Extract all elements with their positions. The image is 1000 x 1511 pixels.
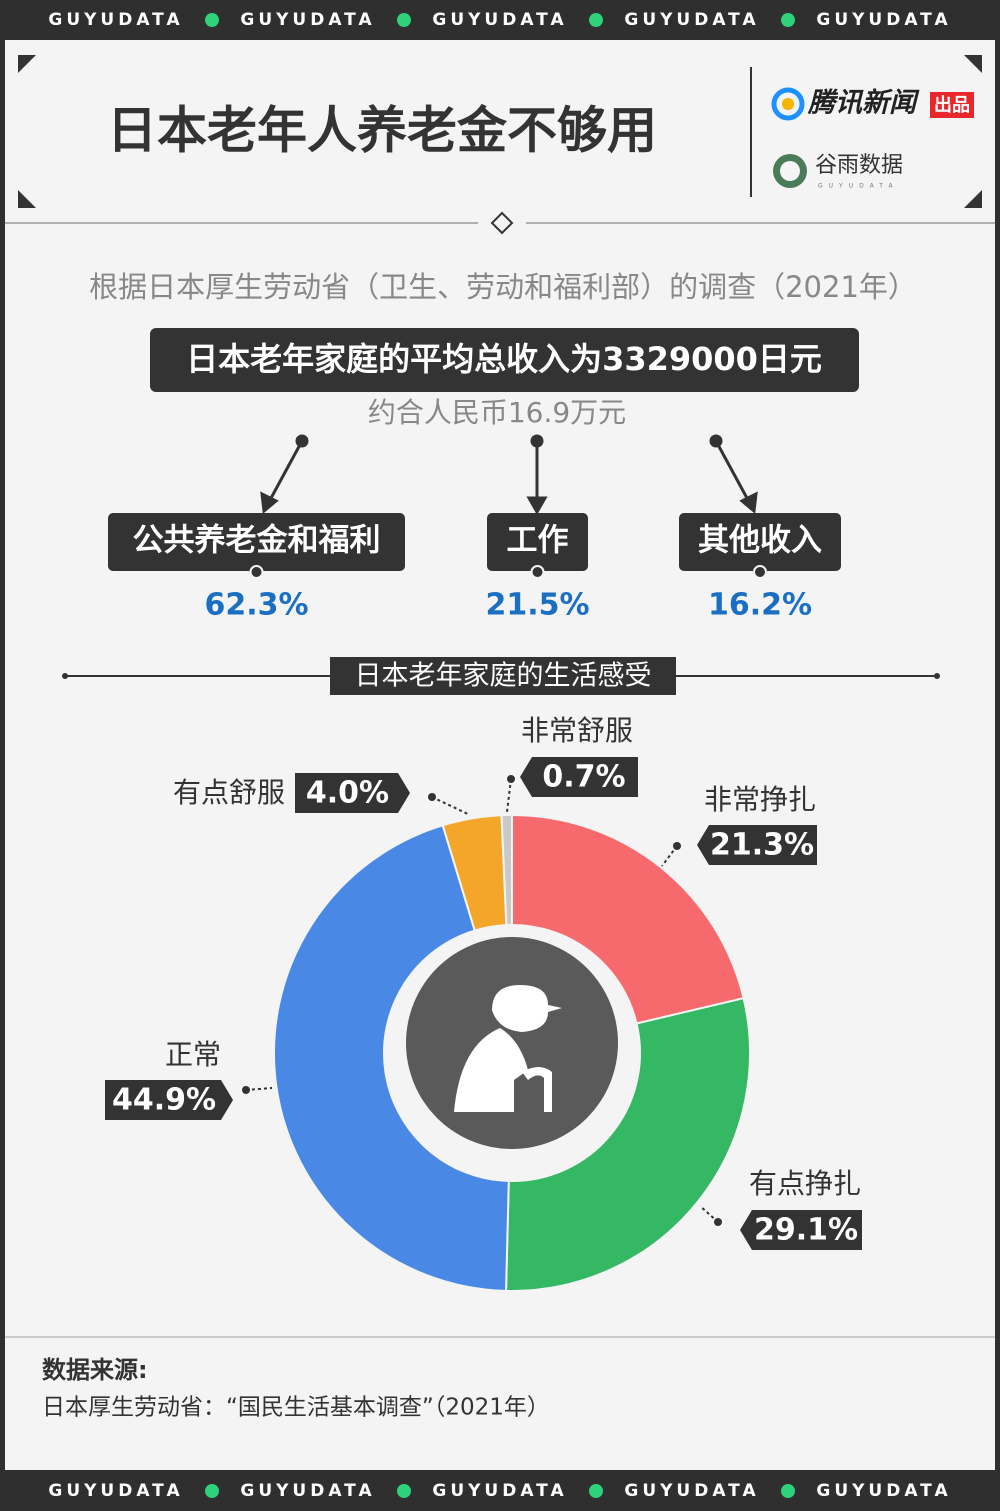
- arrow-head: [739, 491, 758, 514]
- income-label: 工作: [507, 523, 569, 559]
- banner-dot: [205, 1484, 219, 1498]
- corner: [964, 55, 982, 73]
- leader-line: [699, 1205, 719, 1223]
- category-label: 非常挣扎: [704, 783, 816, 816]
- income-dot: [249, 565, 264, 579]
- section-dot: [934, 673, 940, 679]
- brand-tag-bg: [930, 92, 974, 118]
- brand: 腾讯新闻: [807, 88, 920, 119]
- banner-text: GUYUDATA: [240, 10, 375, 30]
- elder-icon: [454, 985, 562, 1112]
- corner: [18, 190, 36, 208]
- income-share: 62.3%: [204, 588, 308, 623]
- banner-text: GUYUDATA: [240, 1481, 375, 1501]
- source-label: 数据来源:: [42, 1356, 148, 1384]
- partner-sub: GUYUDATA: [818, 183, 899, 190]
- banner-text: GUYUDATA: [624, 10, 759, 30]
- brand-tag: 出品: [934, 94, 970, 116]
- income-dot: [753, 565, 767, 579]
- donut: 21.3% 非常挣扎 29.1% 有点挣扎 44.9% 正常 4.0% 有点舒服 0.7% 非常舒…: [105, 714, 862, 1292]
- brand-logo: [771, 87, 805, 121]
- leader-line: [431, 796, 471, 816]
- income-share: 16.2%: [708, 588, 812, 623]
- value-label: 0.7%: [542, 760, 625, 795]
- banner-dot: [205, 13, 219, 27]
- value-label: 4.0%: [306, 776, 389, 811]
- banner-text: GUYUDATA: [432, 1481, 567, 1501]
- subtitle: 根据日本厚生劳动省（卫生、劳动和福利部）的调查（2021年）: [89, 270, 917, 304]
- donut-slice: [504, 996, 751, 1292]
- headline-box: [150, 328, 859, 392]
- income-box: [108, 513, 405, 571]
- banner-dot: [589, 13, 603, 27]
- banner-text: GUYUDATA: [816, 1481, 951, 1501]
- donut-slice: [273, 824, 510, 1292]
- category-label: 有点舒服: [173, 776, 285, 809]
- banner-text: GUYUDATA: [48, 10, 183, 30]
- divider-diamond: [490, 211, 514, 235]
- banner-dot: [397, 13, 411, 27]
- income-box: [487, 513, 588, 571]
- income-box: [679, 513, 841, 571]
- banner-text: GUYUDATA: [48, 1481, 183, 1501]
- corner: [964, 190, 982, 208]
- arrow: [268, 440, 304, 501]
- partner-logo: [780, 161, 800, 181]
- income-label: 其他收入: [698, 523, 822, 559]
- arrow-head: [260, 491, 279, 514]
- category-label: 非常舒服: [521, 714, 633, 747]
- brand-logo: [782, 98, 794, 110]
- income-label: 公共养老金和福利: [133, 523, 381, 559]
- value-label: 44.9%: [112, 1083, 216, 1118]
- section-box: [330, 657, 676, 695]
- icon-body: [454, 1028, 528, 1112]
- title: 日本老年人养老金不够用: [107, 102, 657, 160]
- value-label-box: [520, 757, 638, 797]
- income-items: 公共养老金和福利 62.3% 工作 21.5% 其他收入 16.2%: [108, 513, 841, 623]
- income-share: 21.5%: [485, 588, 589, 623]
- value-label-box: [697, 825, 817, 865]
- leader-line: [245, 1087, 273, 1091]
- category-label: 正常: [165, 1038, 221, 1071]
- chart-title: 日本老年家庭的生活感受: [355, 661, 652, 692]
- arrows: [260, 434, 758, 516]
- value-label: 21.3%: [710, 828, 814, 863]
- corner: [18, 55, 36, 73]
- banner-dot: [781, 13, 795, 27]
- banners: GUYUDATA GUYUDATA GUYUDATA GUYUDATA GUYUDATA…: [48, 10, 951, 1501]
- donut-slice: [511, 813, 745, 1025]
- icon-head: [492, 985, 562, 1032]
- partner: 谷雨数据: [815, 153, 903, 178]
- arrow-head: [526, 496, 548, 516]
- arrow: [714, 440, 750, 501]
- banner-dot: [397, 1484, 411, 1498]
- value-label: 29.1%: [754, 1213, 858, 1248]
- banner-text: GUYUDATA: [624, 1481, 759, 1501]
- category-label: 有点挣扎: [749, 1167, 861, 1200]
- value-label-box: [105, 1080, 233, 1120]
- banner-text: GUYUDATA: [432, 10, 567, 30]
- note: 约合人民币16.9万元: [368, 396, 626, 429]
- icon-cane: [522, 1067, 552, 1112]
- banner-dot: [781, 1484, 795, 1498]
- value-label-box: [295, 773, 410, 813]
- value-label-box: [740, 1210, 862, 1250]
- leader-line: [661, 845, 678, 867]
- income-dot: [530, 565, 545, 579]
- source-text: 日本厚生劳动省：“国民生活基本调查”（2021年）: [42, 1395, 550, 1421]
- section-dot: [62, 673, 68, 679]
- banner-text: GUYUDATA: [816, 10, 951, 30]
- banner-dot: [589, 1484, 603, 1498]
- headline: 日本老年家庭的平均总收入为3329000日元: [186, 340, 822, 378]
